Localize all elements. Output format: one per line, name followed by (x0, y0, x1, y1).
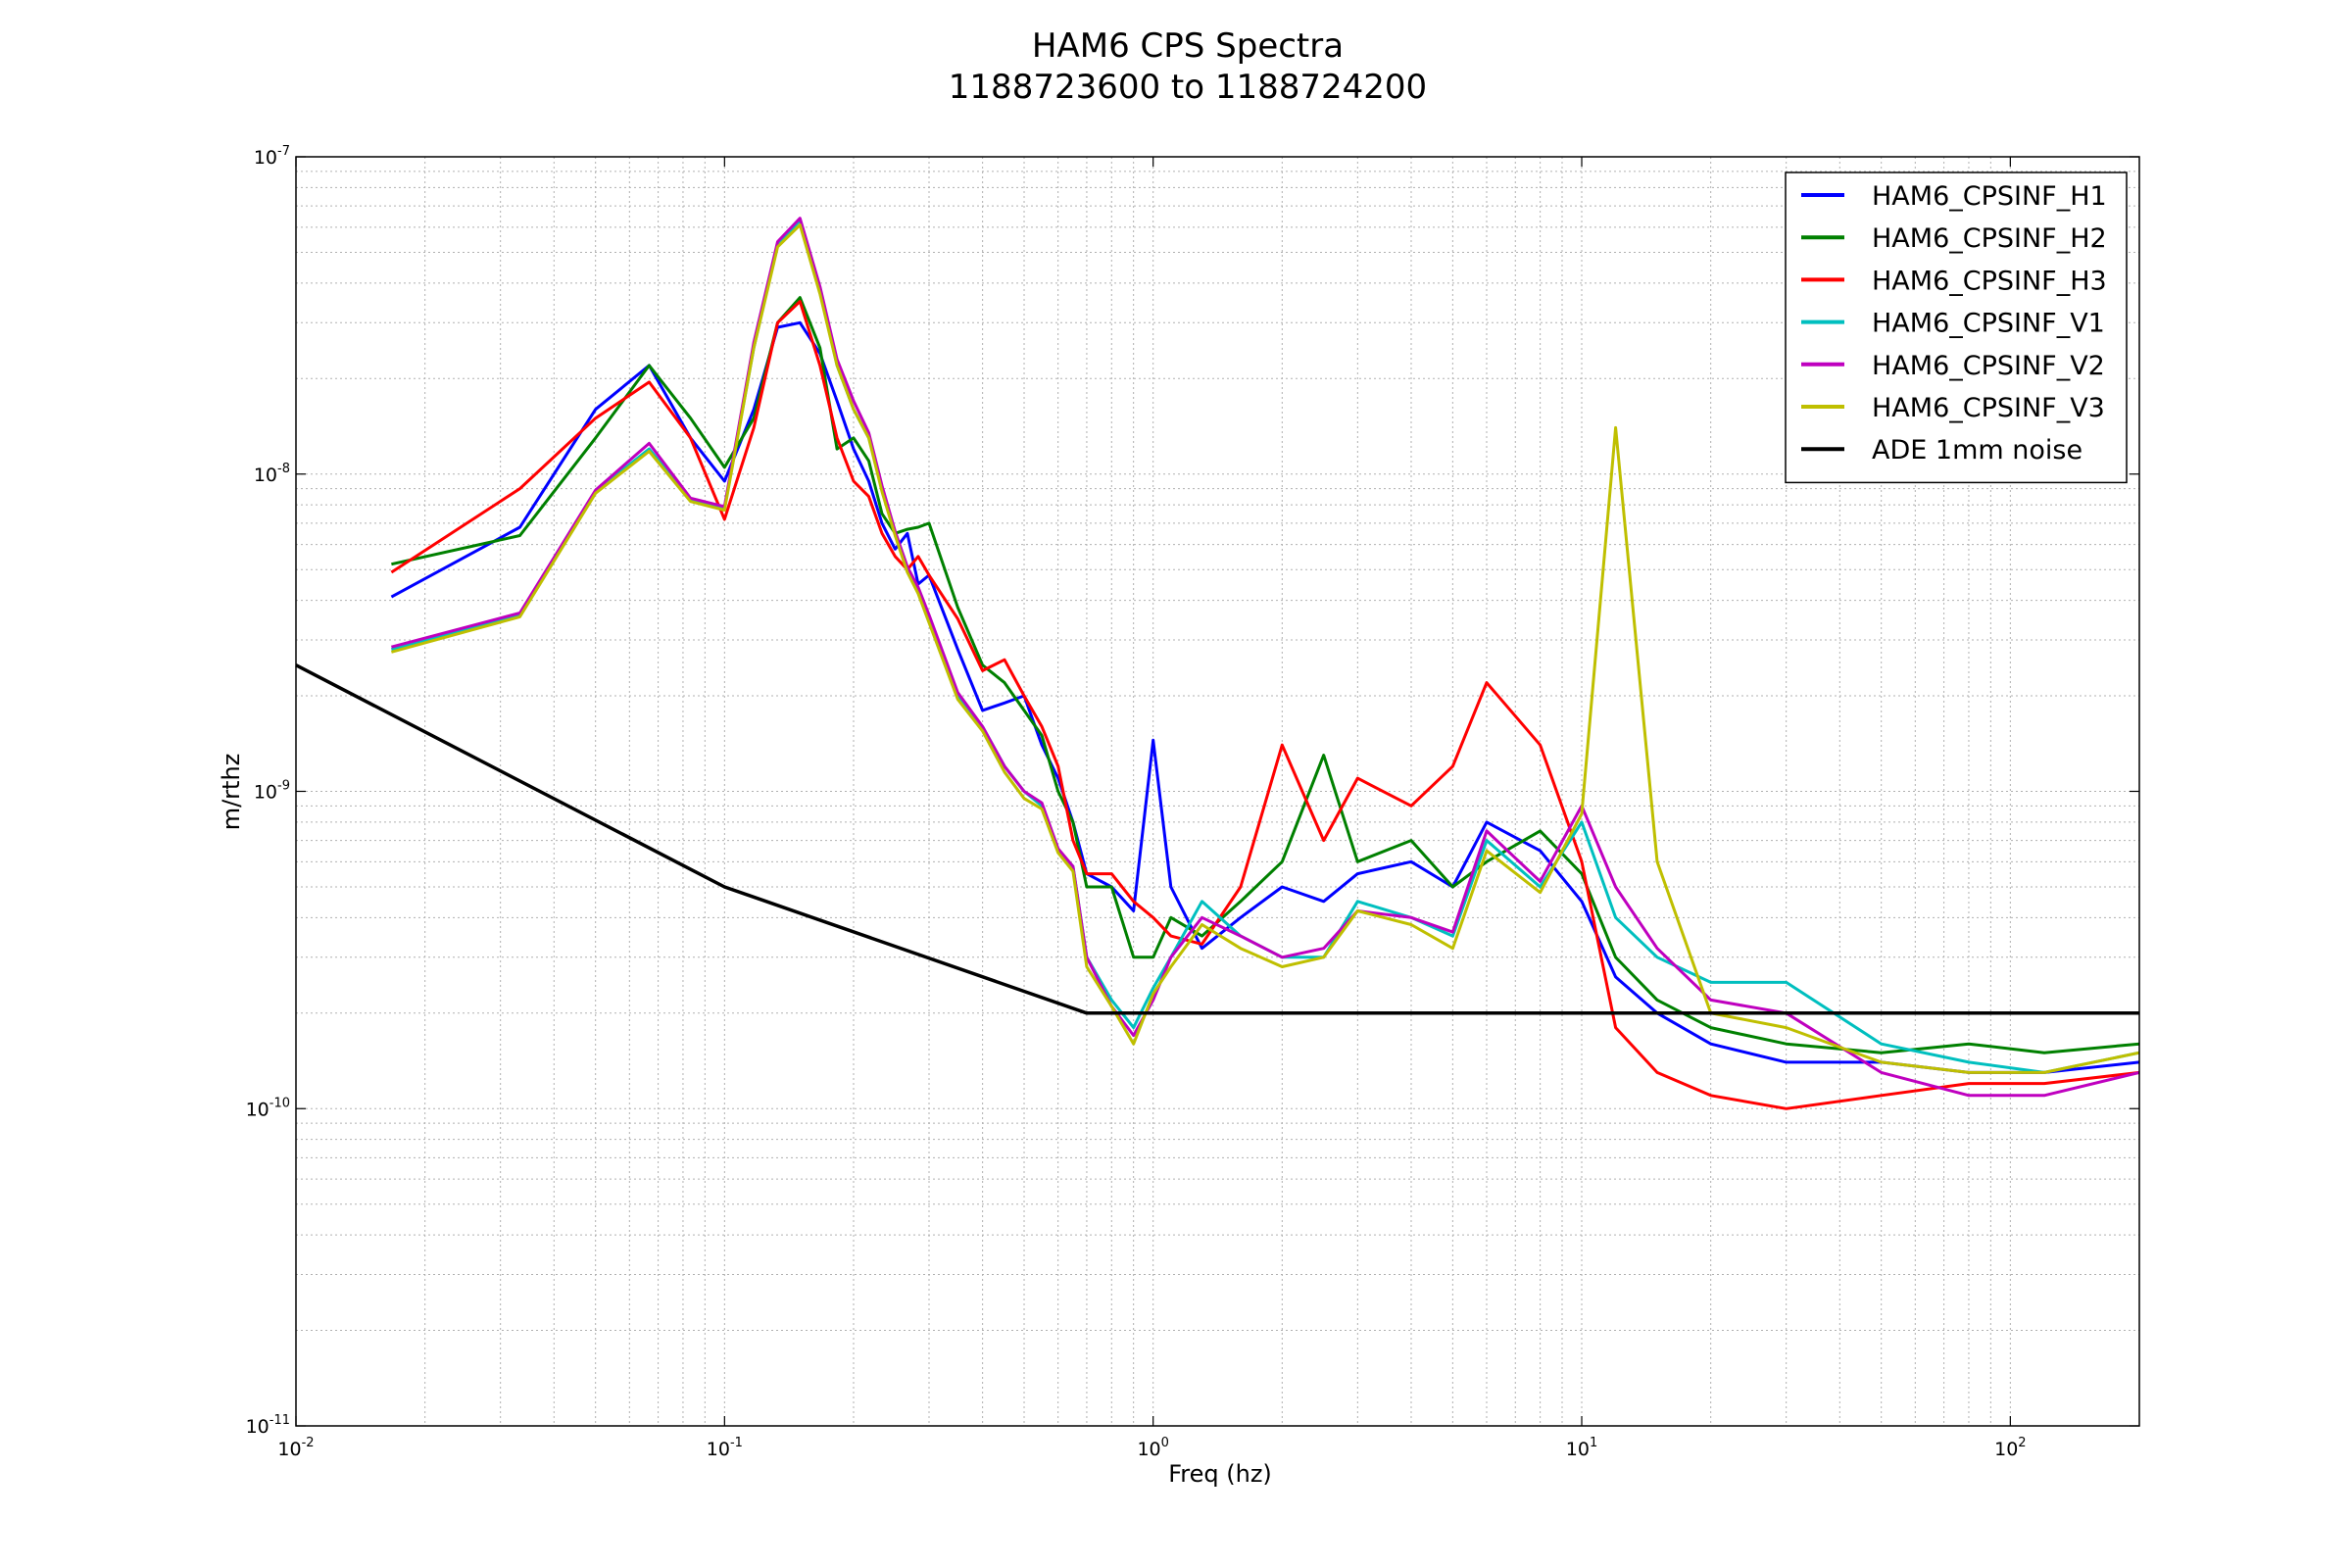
series-line-ham6-cpsinf-v2 (391, 217, 2140, 1098)
series-layer (295, 217, 2140, 1110)
legend: HAM6_CPSINF_H1 HAM6_CPSINF_H2 HAM6_CPSINF_… (1785, 172, 2128, 484)
x-tick-label: 100 (1137, 1436, 1168, 1460)
legend-label: HAM6_CPSINF_V1 (1872, 309, 2105, 339)
x-tick-label: 102 (1994, 1436, 2026, 1460)
x-tick-label: 10-2 (277, 1436, 314, 1460)
chart-title: HAM6 CPS Spectra (1032, 26, 1344, 66)
y-tick-label: 10-10 (246, 1096, 290, 1120)
legend-box (1785, 172, 2128, 484)
y-tick-label: 10-7 (254, 144, 290, 169)
legend-label: HAM6_CPSINF_V2 (1872, 351, 2105, 381)
y-axis-label: m/rthz (218, 754, 245, 831)
x-axis-label: Freq (hz) (1168, 1460, 1272, 1488)
x-tick-label: 101 (1566, 1436, 1597, 1460)
legend-label: HAM6_CPSINF_H3 (1872, 266, 2107, 296)
series-line-ham6-cpsinf-h3 (390, 300, 2140, 1110)
legend-label: ADE 1mm noise (1872, 435, 2082, 466)
series-line-ade-1mm-noise (295, 663, 2139, 1015)
legend-label: HAM6_CPSINF_H2 (1872, 223, 2107, 254)
y-tick-label: 10-9 (254, 779, 290, 804)
y-tick-label: 10-8 (254, 462, 290, 486)
legend-label: HAM6_CPSINF_V3 (1872, 393, 2105, 423)
y-tick-label: 10-11 (246, 1413, 290, 1438)
axis-tick-labels: 10-2 10-1 100 101 102 10-11 10-10 10-9 10-8 10-7 (246, 144, 2027, 1460)
legend-label: HAM6_CPSINF_H1 (1872, 181, 2107, 212)
axis-ticks (295, 156, 2139, 1427)
series-line-ham6-cpsinf-v3 (391, 223, 2140, 1074)
chart-subtitle: 1188723600 to 1188724200 (949, 68, 1427, 107)
x-tick-label: 10-1 (707, 1436, 743, 1460)
